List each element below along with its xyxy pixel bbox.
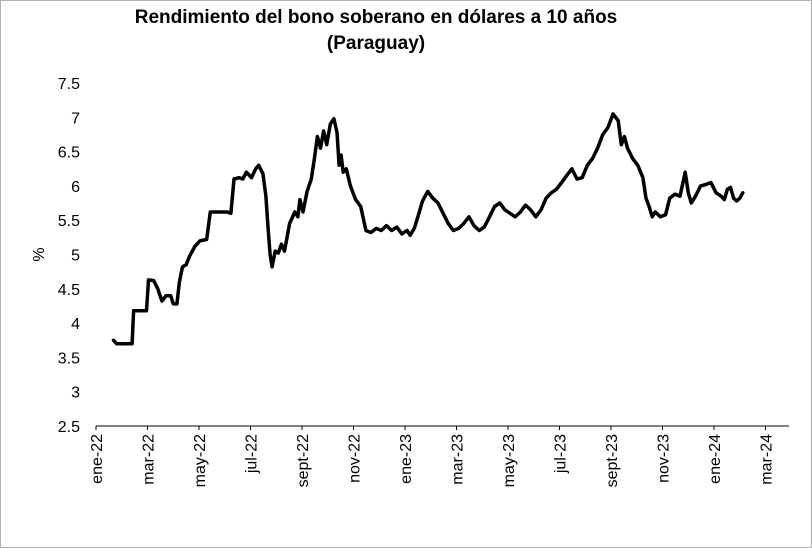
y-tick-label: 2.5 [58,419,80,436]
y-tick-label: 3.5 [58,350,80,367]
x-tick-label: sept-23 [604,434,621,487]
x-tick-label: ene-23 [398,434,415,484]
x-tick-label: jul-22 [244,434,261,474]
x-tick-label: nov-22 [347,434,364,483]
y-axis-ticks: 2.5 3 3.5 4 4.5 5 5.5 6 6.5 7 7.5 [58,76,80,436]
y-tick-label: 5.5 [58,213,80,230]
y-tick-label: 6 [71,179,80,196]
chart-subtitle: (Paraguay) [326,33,426,54]
y-tick-label: 6.5 [58,145,80,162]
x-tick-label: jul-23 [553,434,570,474]
y-tick-label: 4 [71,316,80,333]
x-tick-label: ene-24 [707,434,724,484]
x-tick-label: may-23 [501,434,518,487]
chart-title: Rendimiento del bono soberano en dólares… [134,7,618,28]
series-line-0 [111,112,745,346]
x-tick-label: ene-22 [89,434,106,484]
y-tick-label: 7.5 [58,76,80,93]
x-axis-ticks: ene-22 mar-22 may-22 jul-22 sept-22 nov-22 ene… [89,426,776,487]
x-tick-label: may-22 [192,434,209,487]
x-tick-label: sept-22 [295,434,312,487]
y-tick-label: 5 [71,248,80,265]
y-tick-label: 3 [71,385,80,402]
y-tick-label: 7 [71,110,80,127]
y-tick-label: 4.5 [58,282,80,299]
x-tick-label: mar-22 [141,434,158,485]
x-tick-label: mar-23 [450,434,467,485]
series-layer [111,112,745,346]
x-tick-label: nov-23 [656,434,673,483]
y-axis-label: % [31,247,48,261]
x-tick-label: mar-24 [759,434,776,485]
